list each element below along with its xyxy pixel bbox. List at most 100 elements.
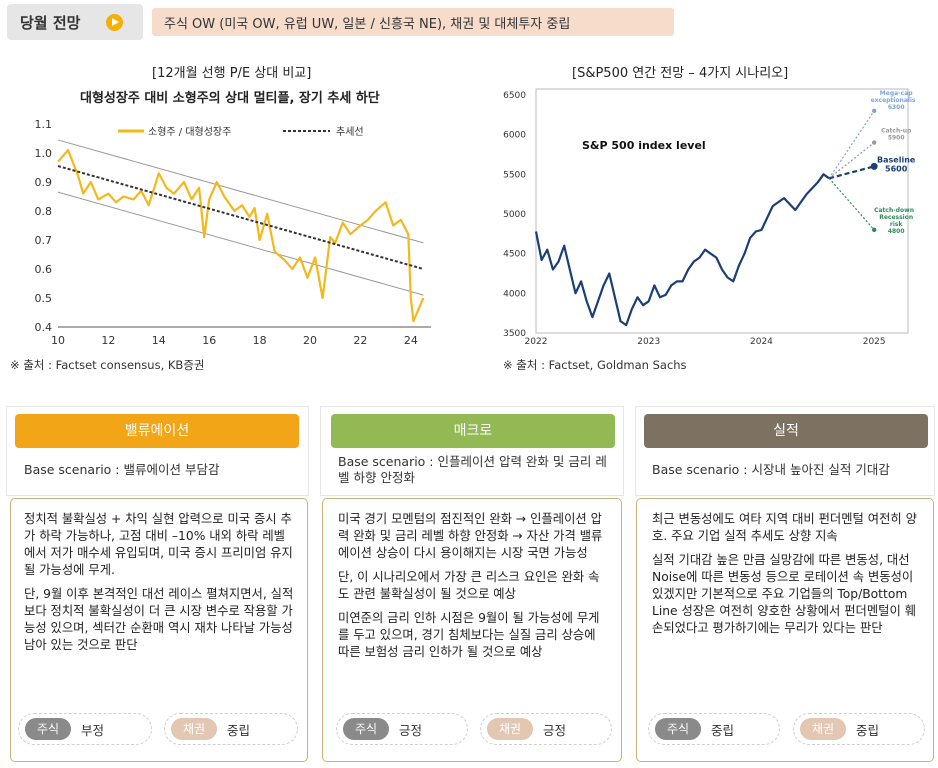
earnings-text: 최근 변동성에도 여타 지역 대비 펀더멘털 여전히 양호. 주요 기업 실적 … bbox=[652, 511, 920, 644]
scenario-line bbox=[828, 110, 875, 179]
bond-value: 긍정 bbox=[543, 723, 567, 738]
bond-value: 중립 bbox=[856, 723, 880, 738]
y-tick-label: 5500 bbox=[503, 170, 526, 180]
page-title: 당월 전망 bbox=[20, 14, 81, 32]
inner-chart-title: S&P 500 index level bbox=[582, 139, 706, 152]
scenario-label: exceptionalism bbox=[871, 97, 916, 104]
summary-banner bbox=[152, 8, 674, 36]
y-tick-label: 0.8 bbox=[35, 205, 53, 218]
y-tick-label: 4500 bbox=[503, 250, 526, 260]
left-chart: 1.1 1.0 0.9 0.8 0.7 0.6 0.5 0.4 10 12 14 16 18 20 22 2… bbox=[35, 118, 431, 347]
macro-text: 미국 경기 모멘텀의 점진적인 완화 → 인플레이션 압력 완화 및 금리 레벨… bbox=[338, 511, 610, 668]
scenario-value: 5600 bbox=[885, 164, 908, 173]
left-chart-source: ※ 출처 : Factset consensus, KB증권 bbox=[10, 358, 205, 372]
y-tick-label: 0.6 bbox=[35, 263, 53, 276]
earnings-card-header: 실적 bbox=[644, 414, 928, 448]
earnings-paragraph-2: 실적 기대감 높은 만큼 실망감에 따른 변동성, 대선 Noise에 따른 변… bbox=[652, 553, 917, 635]
upper-band-line bbox=[57, 139, 424, 244]
stock-tag: 주식 bbox=[655, 718, 701, 740]
x-tick-label: 12 bbox=[101, 334, 115, 347]
left-chart-title: [12개월 선행 P/E 상대 비교] bbox=[152, 66, 312, 81]
valuation-card-header: 밸류에이션 bbox=[15, 414, 299, 448]
y-tick-label: 0.5 bbox=[35, 292, 53, 305]
y-tick-label: 0.7 bbox=[35, 234, 53, 247]
right-chart-title: [S&P500 연간 전망 – 4가지 시나리오] bbox=[572, 66, 789, 81]
legend-label-trend: 추세선 bbox=[336, 126, 364, 138]
y-tick-label: 6500 bbox=[503, 91, 526, 101]
x-tick-label: 16 bbox=[202, 334, 216, 347]
sp500-series-line bbox=[534, 173, 830, 327]
earnings-paragraph-1: 최근 변동성에도 여타 지역 대비 펀더멘털 여전히 양호. 주요 기업 실적 … bbox=[652, 512, 917, 543]
y-tick-label: 3500 bbox=[503, 329, 526, 339]
scenario-label: Mega-cap bbox=[880, 90, 913, 97]
left-chart-subtitle: 대형성장주 대비 소형주의 상대 멀티플, 장기 추세 하단 bbox=[80, 91, 380, 106]
x-tick-label: 2024 bbox=[750, 337, 773, 347]
x-tick-label: 20 bbox=[303, 334, 317, 347]
right-chart-source: ※ 출처 : Factset, Goldman Sachs bbox=[503, 358, 687, 372]
macro-scenario: Base scenario : 인플레이션 압력 완화 및 금리 레벨 하향 안… bbox=[338, 454, 607, 485]
trend-line bbox=[57, 165, 424, 270]
macro-card-frame bbox=[320, 406, 624, 496]
scenario-marker bbox=[871, 140, 877, 145]
x-tick-label: 10 bbox=[51, 334, 65, 347]
scenario-marker bbox=[870, 162, 878, 170]
macro-bond-rating: 채권 긍정 bbox=[480, 713, 612, 745]
x-tick-label: 18 bbox=[253, 334, 267, 347]
scenario-label: Recession bbox=[879, 214, 913, 221]
macro-paragraph-2: 단, 이 시나리오에서 가장 큰 리스크 요인은 완화 속도 관련 불확실성이 … bbox=[338, 570, 600, 601]
stock-tag: 주식 bbox=[343, 718, 389, 740]
y-tick-label: 0.9 bbox=[35, 176, 53, 189]
y-tick-label: 1.0 bbox=[35, 147, 53, 160]
legend-label-ratio: 소형주 / 대형성장주 bbox=[148, 126, 231, 138]
bond-tag: 채권 bbox=[171, 718, 217, 740]
macro-paragraph-3: 미연준의 금리 인하 시점은 9월이 될 가능성에 무게를 두고 있으며, 경기… bbox=[338, 611, 600, 659]
scenario-value: 5900 bbox=[888, 135, 905, 142]
stock-value: 부정 bbox=[81, 723, 105, 738]
right-chart: 6500 6000 5500 5000 4500 4000 3500 2022 2023 202… bbox=[503, 88, 916, 347]
earnings-bond-rating: 채권 중립 bbox=[793, 713, 925, 745]
x-tick-label: 14 bbox=[152, 334, 166, 347]
x-tick-label: 2025 bbox=[863, 337, 886, 347]
scenario-marker bbox=[871, 108, 877, 114]
plot-frame bbox=[535, 88, 909, 334]
valuation-bond-rating: 채권 중립 bbox=[164, 713, 298, 745]
x-tick-label: 22 bbox=[353, 334, 367, 347]
valuation-scenario: Base scenario : 밸류에이션 부담감 bbox=[24, 462, 220, 477]
scenario-value: 6300 bbox=[888, 104, 905, 111]
bond-tag: 채권 bbox=[800, 718, 846, 740]
ratio-series-line bbox=[57, 148, 425, 323]
scenario-line bbox=[828, 142, 875, 179]
valuation-stock-rating: 주식 부정 bbox=[18, 713, 152, 745]
valuation-card-frame bbox=[6, 406, 309, 496]
scenario-value: 4800 bbox=[888, 228, 905, 235]
lower-band-line bbox=[57, 191, 424, 296]
macro-paragraph-1: 미국 경기 모멘텀의 점진적인 완화 → 인플레이션 압력 완화 및 금리 레벨… bbox=[338, 512, 603, 560]
play-icon[interactable] bbox=[106, 14, 123, 31]
x-tick-label: 2023 bbox=[637, 337, 660, 347]
scenario-marker bbox=[871, 227, 877, 233]
scenario-label: Catch-up bbox=[881, 128, 912, 135]
x-tick-label: 24 bbox=[404, 334, 418, 347]
scenario-label: Baseline bbox=[877, 155, 916, 164]
valuation-paragraph-1: 정치적 불확실성 + 차익 실현 압력으로 미국 증시 추가 하락 가능하나, … bbox=[24, 512, 293, 577]
scenario-label: Catch-down / bbox=[874, 207, 916, 214]
bond-value: 중립 bbox=[227, 723, 251, 738]
summary-banner-text: 주식 OW (미국 OW, 유럽 UW, 일본 / 신흥국 NE), 채권 및 … bbox=[164, 17, 571, 32]
stock-value: 긍정 bbox=[399, 723, 423, 738]
macro-card-header: 매크로 bbox=[331, 414, 615, 448]
bond-tag: 채권 bbox=[487, 718, 533, 740]
stock-value: 중립 bbox=[711, 723, 735, 738]
scenario-line bbox=[828, 177, 875, 231]
y-tick-label: 4000 bbox=[503, 289, 526, 299]
y-tick-label: 1.1 bbox=[35, 118, 53, 131]
earnings-card-frame bbox=[635, 406, 935, 496]
scenario-label: risk bbox=[890, 221, 904, 228]
earnings-stock-rating: 주식 중립 bbox=[648, 713, 780, 745]
valuation-text: 정치적 불확실성 + 차익 실현 압력으로 미국 증시 추가 하락 가능하나, … bbox=[24, 511, 296, 661]
y-tick-label: 5000 bbox=[503, 210, 526, 220]
valuation-paragraph-2: 단, 9월 이후 본격적인 대선 레이스 펼쳐지면서, 실적 보다 정치적 불확… bbox=[24, 587, 294, 652]
macro-stock-rating: 주식 긍정 bbox=[336, 713, 468, 745]
earnings-scenario: Base scenario : 시장내 높아진 실적 기대감 bbox=[652, 462, 890, 477]
stock-tag: 주식 bbox=[25, 718, 71, 740]
x-tick-label: 2022 bbox=[525, 337, 548, 347]
